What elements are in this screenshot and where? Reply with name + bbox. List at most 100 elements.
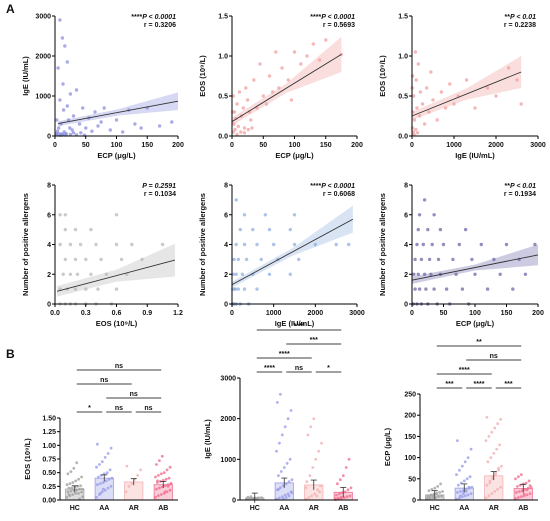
- regression-line: [231, 218, 354, 286]
- significance-label: *: [88, 405, 91, 412]
- data-point: [68, 242, 73, 247]
- data-point: [234, 272, 238, 276]
- data-point: [99, 482, 102, 485]
- data-point: [463, 494, 467, 498]
- data-point: [99, 492, 102, 495]
- data-point: [74, 88, 79, 92]
- data-point: [58, 242, 62, 247]
- data-point: [252, 78, 256, 82]
- data-point: [440, 494, 443, 498]
- significance-stars: ****: [310, 183, 321, 190]
- data-point: [74, 479, 78, 483]
- data-point: [455, 473, 458, 476]
- data-point: [77, 492, 80, 495]
- y-tick-label: 4: [47, 242, 51, 249]
- data-point: [159, 493, 163, 496]
- data-point: [279, 392, 282, 396]
- y-tick-label: 0.5: [398, 94, 408, 101]
- data-point: [169, 482, 173, 485]
- data-point: [525, 488, 529, 492]
- data-point: [242, 213, 247, 217]
- data-point: [78, 242, 83, 247]
- x-tick-label: 50: [440, 310, 448, 317]
- data-point: [519, 495, 523, 498]
- data-point: [84, 126, 88, 130]
- data-point: [167, 476, 171, 480]
- data-point: [495, 447, 499, 451]
- data-point: [417, 213, 422, 217]
- significance-label: ns: [144, 405, 152, 412]
- data-point: [416, 227, 420, 232]
- data-point: [157, 124, 162, 128]
- y-tick-label: 250: [404, 392, 416, 399]
- data-point: [158, 459, 161, 462]
- data-point: [317, 449, 320, 453]
- data-point: [170, 120, 174, 124]
- category-label-ab: AB: [338, 505, 348, 512]
- data-point: [499, 485, 502, 489]
- category-label-hc: HC: [70, 505, 80, 512]
- data-point: [470, 485, 474, 489]
- data-point: [313, 242, 317, 247]
- y-axis-label: IgE (IU/mL): [21, 56, 30, 96]
- data-point: [155, 463, 158, 466]
- data-point: [108, 128, 113, 132]
- data-point: [155, 487, 158, 491]
- data-point: [415, 106, 419, 110]
- r-value: r = 0.5693: [323, 22, 355, 29]
- data-point: [517, 475, 520, 479]
- confidence-band: [232, 205, 353, 288]
- data-point: [437, 495, 440, 498]
- data-point: [458, 496, 461, 500]
- data-point: [492, 257, 496, 262]
- significance-label: ***: [310, 337, 318, 344]
- data-point: [339, 495, 343, 499]
- x-tick-label: 50: [259, 142, 267, 149]
- data-point: [448, 82, 452, 86]
- data-point: [425, 86, 429, 90]
- x-tick-label: 0.0: [50, 310, 60, 317]
- data-point: [76, 484, 80, 488]
- data-point: [68, 92, 73, 96]
- significance-label: ****: [459, 367, 470, 374]
- r-value: r = 0.1934: [504, 191, 536, 198]
- data-point: [465, 477, 469, 481]
- p-value: P = 0.2591: [142, 183, 176, 190]
- data-point: [244, 257, 249, 262]
- data-point: [412, 272, 416, 276]
- data-point: [279, 470, 283, 473]
- data-point: [230, 110, 235, 114]
- data-point: [523, 272, 528, 276]
- data-point: [260, 496, 263, 499]
- data-point: [89, 227, 93, 232]
- y-tick-label: 4: [224, 242, 228, 249]
- x-tick-label: 50: [82, 142, 90, 149]
- category-label-ar: AR: [309, 505, 319, 512]
- r-value: r = 0.1034: [144, 191, 176, 198]
- data-point: [519, 102, 523, 106]
- y-tick-label: 2000: [35, 54, 51, 61]
- data-point: [69, 470, 73, 473]
- data-point: [258, 62, 262, 66]
- data-point: [444, 287, 449, 291]
- data-point: [343, 490, 347, 494]
- data-point: [490, 430, 494, 434]
- data-point: [292, 50, 297, 54]
- significance-stars: **: [505, 183, 511, 190]
- data-point: [277, 86, 281, 90]
- data-point: [430, 242, 434, 247]
- data-point: [435, 491, 439, 495]
- data-point: [55, 118, 59, 122]
- data-point: [242, 242, 247, 247]
- y-tick-label: 100: [404, 455, 416, 462]
- data-point: [421, 242, 425, 247]
- data-point: [427, 489, 431, 493]
- data-point: [114, 287, 119, 291]
- y-tick-label: 8: [47, 183, 51, 190]
- data-point: [334, 242, 338, 247]
- data-point: [317, 58, 322, 62]
- data-point: [270, 90, 275, 94]
- data-point: [425, 496, 429, 500]
- data-point: [130, 482, 134, 485]
- p-value-annotation: ****P < 0.0001: [131, 14, 176, 21]
